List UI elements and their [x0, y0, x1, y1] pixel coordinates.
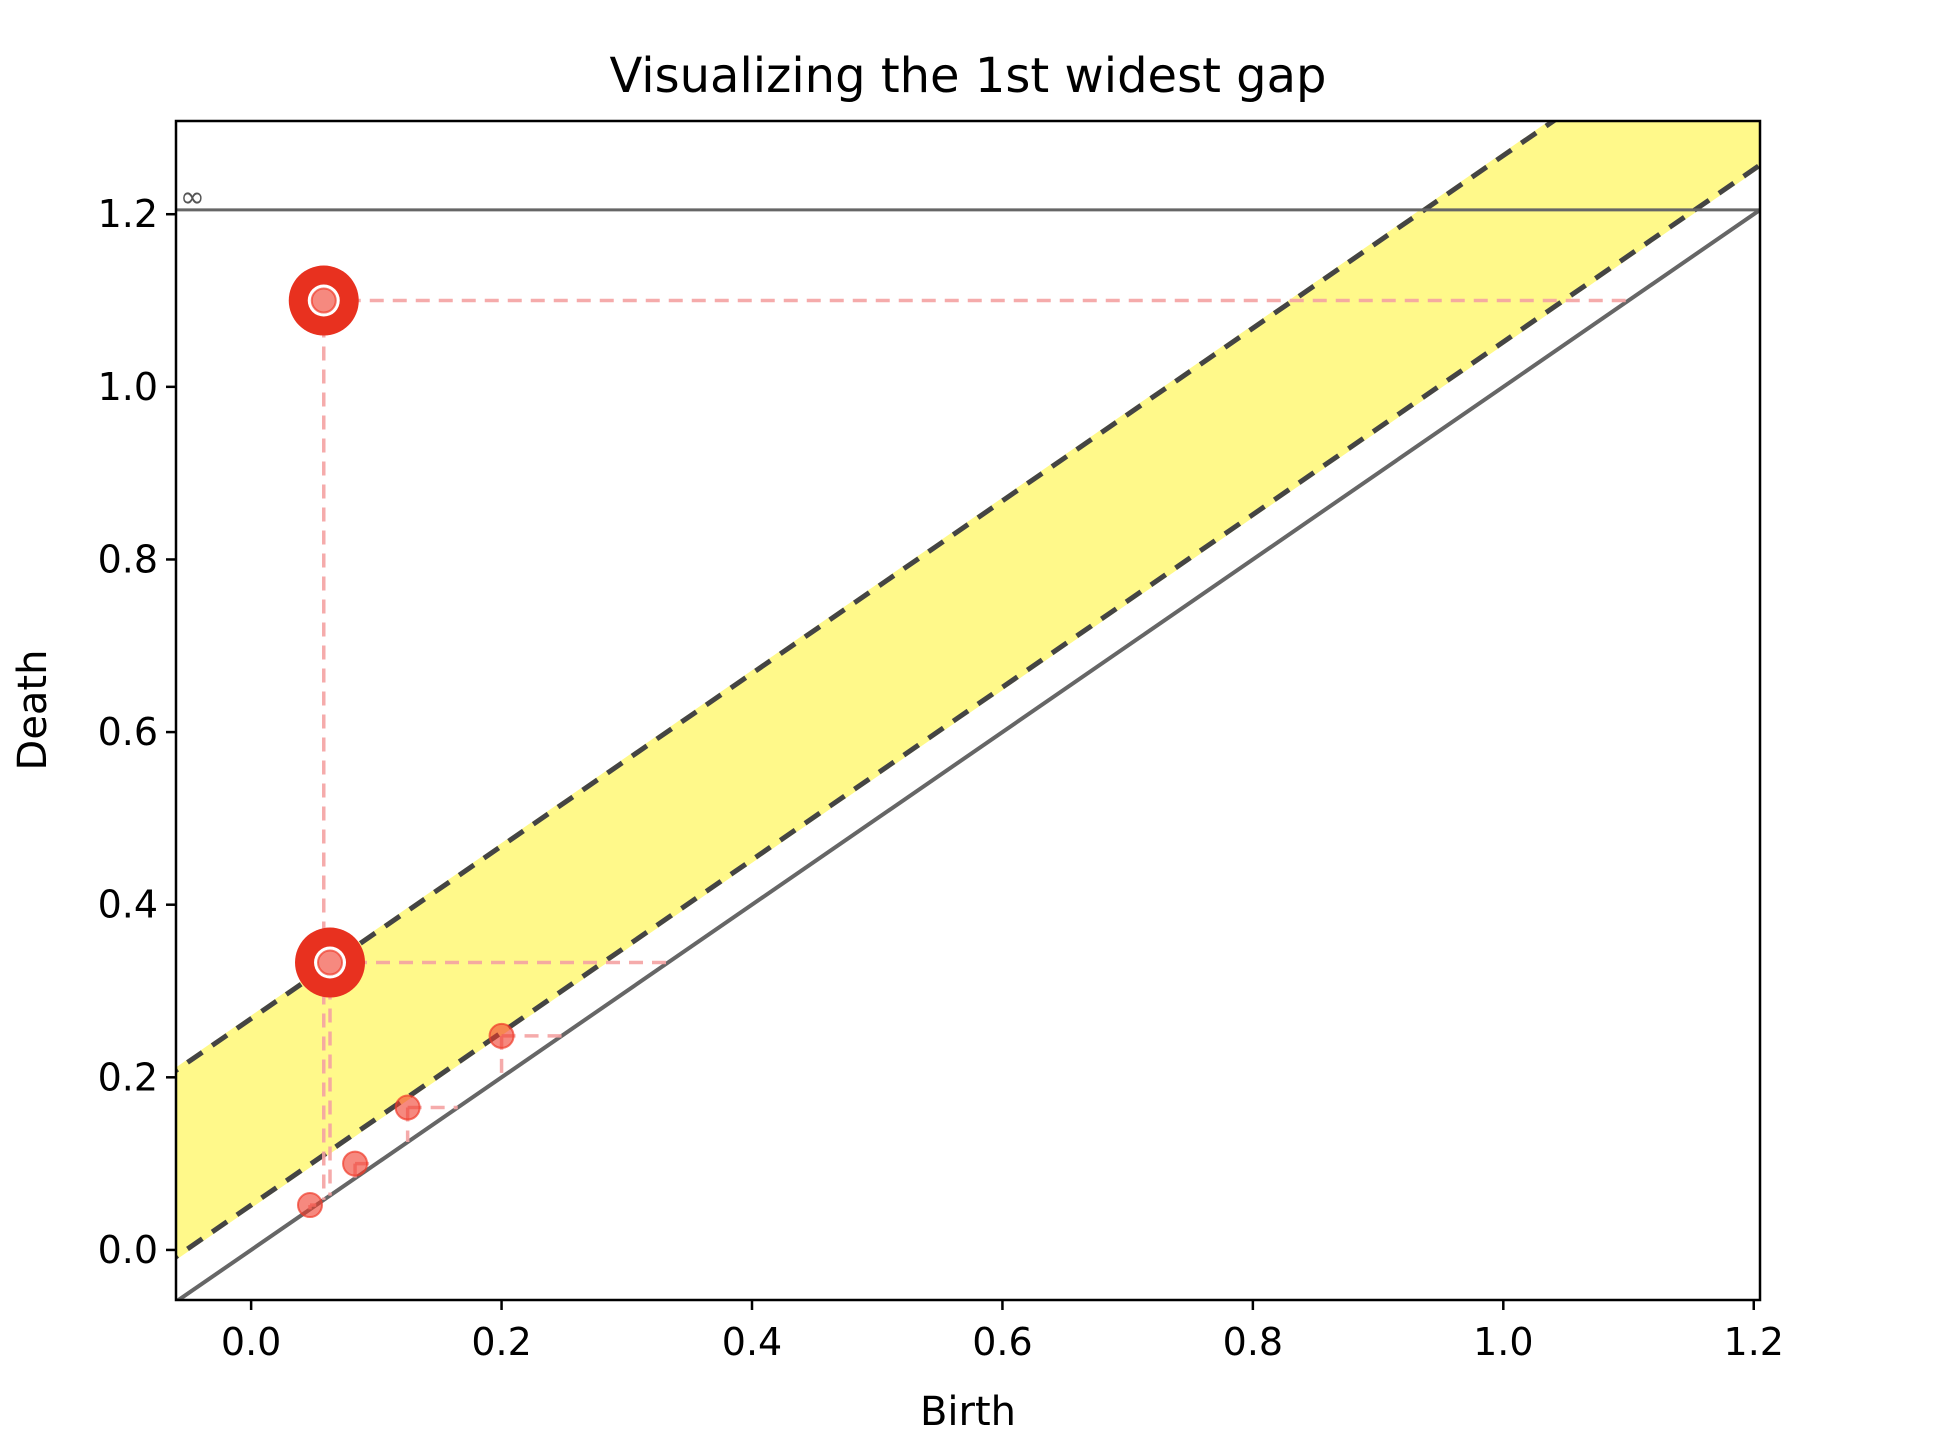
gap-band-upper-edge	[176, 121, 1558, 1074]
y-tick-label: 1.2	[98, 192, 158, 236]
diagonal-line	[176, 207, 1760, 1300]
gap-band-upper-edge-dash	[176, 121, 1558, 1074]
y-tick-label: 1.0	[98, 365, 158, 409]
x-tick-label: 0.2	[471, 1320, 531, 1364]
gap-band	[176, 121, 1760, 1257]
y-axis-label: Death	[10, 650, 56, 771]
y-tick-label: 0.4	[98, 883, 158, 927]
data-point	[342, 1150, 369, 1177]
x-tick-label: 1.2	[1724, 1320, 1784, 1364]
x-tick-label: 0.0	[221, 1320, 281, 1364]
gap-band-lower-edge	[176, 161, 1760, 1260]
chart-title: Visualizing the 1st widest gap	[610, 48, 1327, 104]
data-point	[394, 1094, 421, 1121]
plot-area: ∞	[176, 121, 1760, 1300]
data-point	[488, 1022, 515, 1049]
data-point	[317, 949, 344, 976]
y-tick-label: 0.2	[98, 1055, 158, 1099]
y-axis: 0.0 0.2 0.4 0.6 0.8 1.0 1.2	[98, 192, 176, 1272]
x-axis-label: Birth	[920, 1389, 1016, 1435]
y-tick-label: 0.8	[98, 537, 158, 581]
y-tick-label: 0.0	[98, 1228, 158, 1272]
plot-frame	[174, 119, 1762, 1302]
y-tick-label: 0.6	[98, 710, 158, 754]
data-point	[296, 1192, 323, 1219]
x-tick-label: 0.4	[722, 1320, 782, 1364]
x-tick-label: 0.6	[972, 1320, 1032, 1364]
data-point	[310, 287, 337, 314]
x-tick-label: 0.8	[1223, 1320, 1283, 1364]
infinity-label: ∞	[180, 180, 205, 215]
x-tick-label: 1.0	[1473, 1320, 1533, 1364]
x-axis: 0.0 0.2 0.4 0.6 0.8 1.0 1.2	[221, 1300, 1784, 1364]
